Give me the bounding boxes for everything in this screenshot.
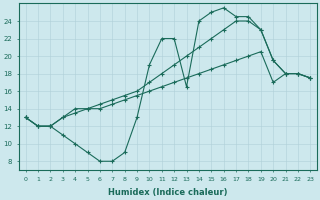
X-axis label: Humidex (Indice chaleur): Humidex (Indice chaleur) bbox=[108, 188, 228, 197]
